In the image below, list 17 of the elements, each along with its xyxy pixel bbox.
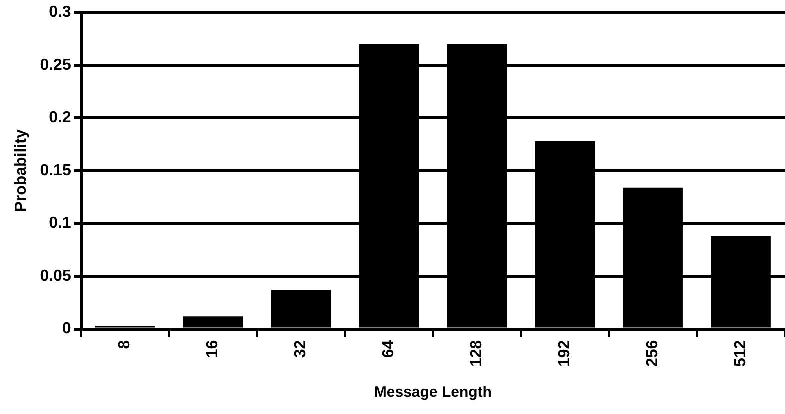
x-tick-label: 192 [556, 340, 574, 368]
x-tick-label: 512 [732, 340, 750, 368]
x-tick-label: 8 [116, 340, 134, 350]
y-tick-label: 0.1 [49, 215, 72, 232]
x-tick-label: 16 [204, 340, 222, 358]
x-tick-label: 64 [380, 340, 398, 358]
y-tick-label: 0.15 [40, 162, 72, 180]
x-tick-label: 256 [644, 340, 662, 368]
y-tick-label: 0 [62, 320, 72, 338]
x-tick-label: 32 [292, 340, 310, 358]
y-tick-label: 0.25 [40, 56, 72, 74]
y-tick-label: 0.2 [49, 110, 72, 127]
y-axis-title: Probability [13, 130, 30, 212]
x-axis-title: Message Length [374, 384, 492, 402]
y-tick-label: 0.05 [40, 268, 72, 285]
y-tick-label: 0.3 [49, 4, 72, 22]
x-tick-label: 128 [468, 340, 486, 368]
